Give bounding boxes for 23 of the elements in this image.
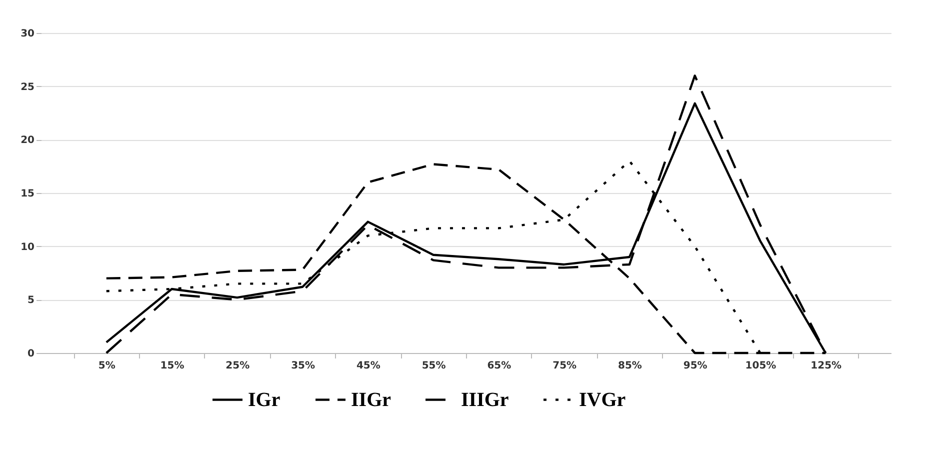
x-tick-label: 125% [810,360,842,372]
x-tick-label: 65% [487,360,512,372]
y-tick-label: 5 [28,295,35,306]
y-tick-label: 10 [20,242,35,253]
y-tick-label: 20 [20,135,35,146]
x-tick-label: 35% [291,360,316,372]
x-tick-label: 95% [683,360,708,372]
x-tick-label: 5% [98,360,116,372]
x-tick-label: 25% [226,360,250,372]
legend-label: IIGr [351,388,392,411]
x-tick-label: 105% [745,360,776,372]
x-tick-label: 75% [552,360,577,372]
legend-label: IIIGr [461,388,509,411]
x-tick-label: 45% [356,360,380,372]
y-tick-label: 15 [20,188,35,200]
y-tick-label: 25 [20,82,35,93]
legend-label: IGr [248,388,280,411]
legend-label: IVGr [579,388,626,411]
x-tick-label: 55% [422,360,446,372]
y-tick-label: 30 [20,28,35,40]
y-tick-label: 0 [28,348,35,360]
x-tick-label: 85% [618,360,642,372]
x-tick-label: 15% [160,360,184,372]
